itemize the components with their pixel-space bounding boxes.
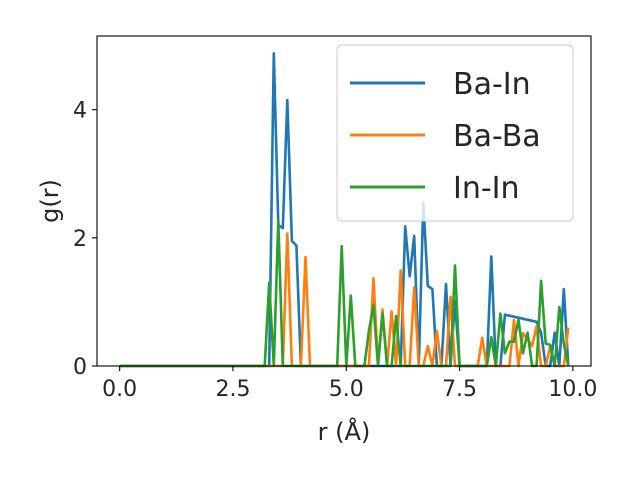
x-axis-label: r (Å) bbox=[318, 417, 371, 446]
legend-label-ba-in: Ba-In bbox=[453, 67, 531, 102]
y-tick-label: 4 bbox=[73, 99, 87, 124]
legend-box bbox=[336, 44, 574, 222]
x-tick-label: 0.0 bbox=[102, 377, 137, 402]
y-tick-label: 0 bbox=[73, 355, 87, 380]
x-tick-label: 2.5 bbox=[215, 377, 250, 402]
x-tick-label: 7.5 bbox=[442, 377, 477, 402]
plot-area-frame bbox=[96, 35, 592, 367]
y-tick-label: 2 bbox=[73, 227, 87, 252]
axis-ticks: 0.0 2.5 5.0 7.5 10.0 0 2 4 bbox=[73, 99, 597, 402]
x-tick-label: 10.0 bbox=[548, 377, 597, 402]
y-axis-label: g(r) bbox=[36, 179, 64, 223]
legend-label-ba-ba: Ba-Ba bbox=[453, 119, 541, 154]
x-tick-label: 5.0 bbox=[329, 377, 364, 402]
legend: Ba-In Ba-Ba In-In bbox=[336, 44, 574, 222]
legend-label-in-in: In-In bbox=[453, 171, 520, 206]
